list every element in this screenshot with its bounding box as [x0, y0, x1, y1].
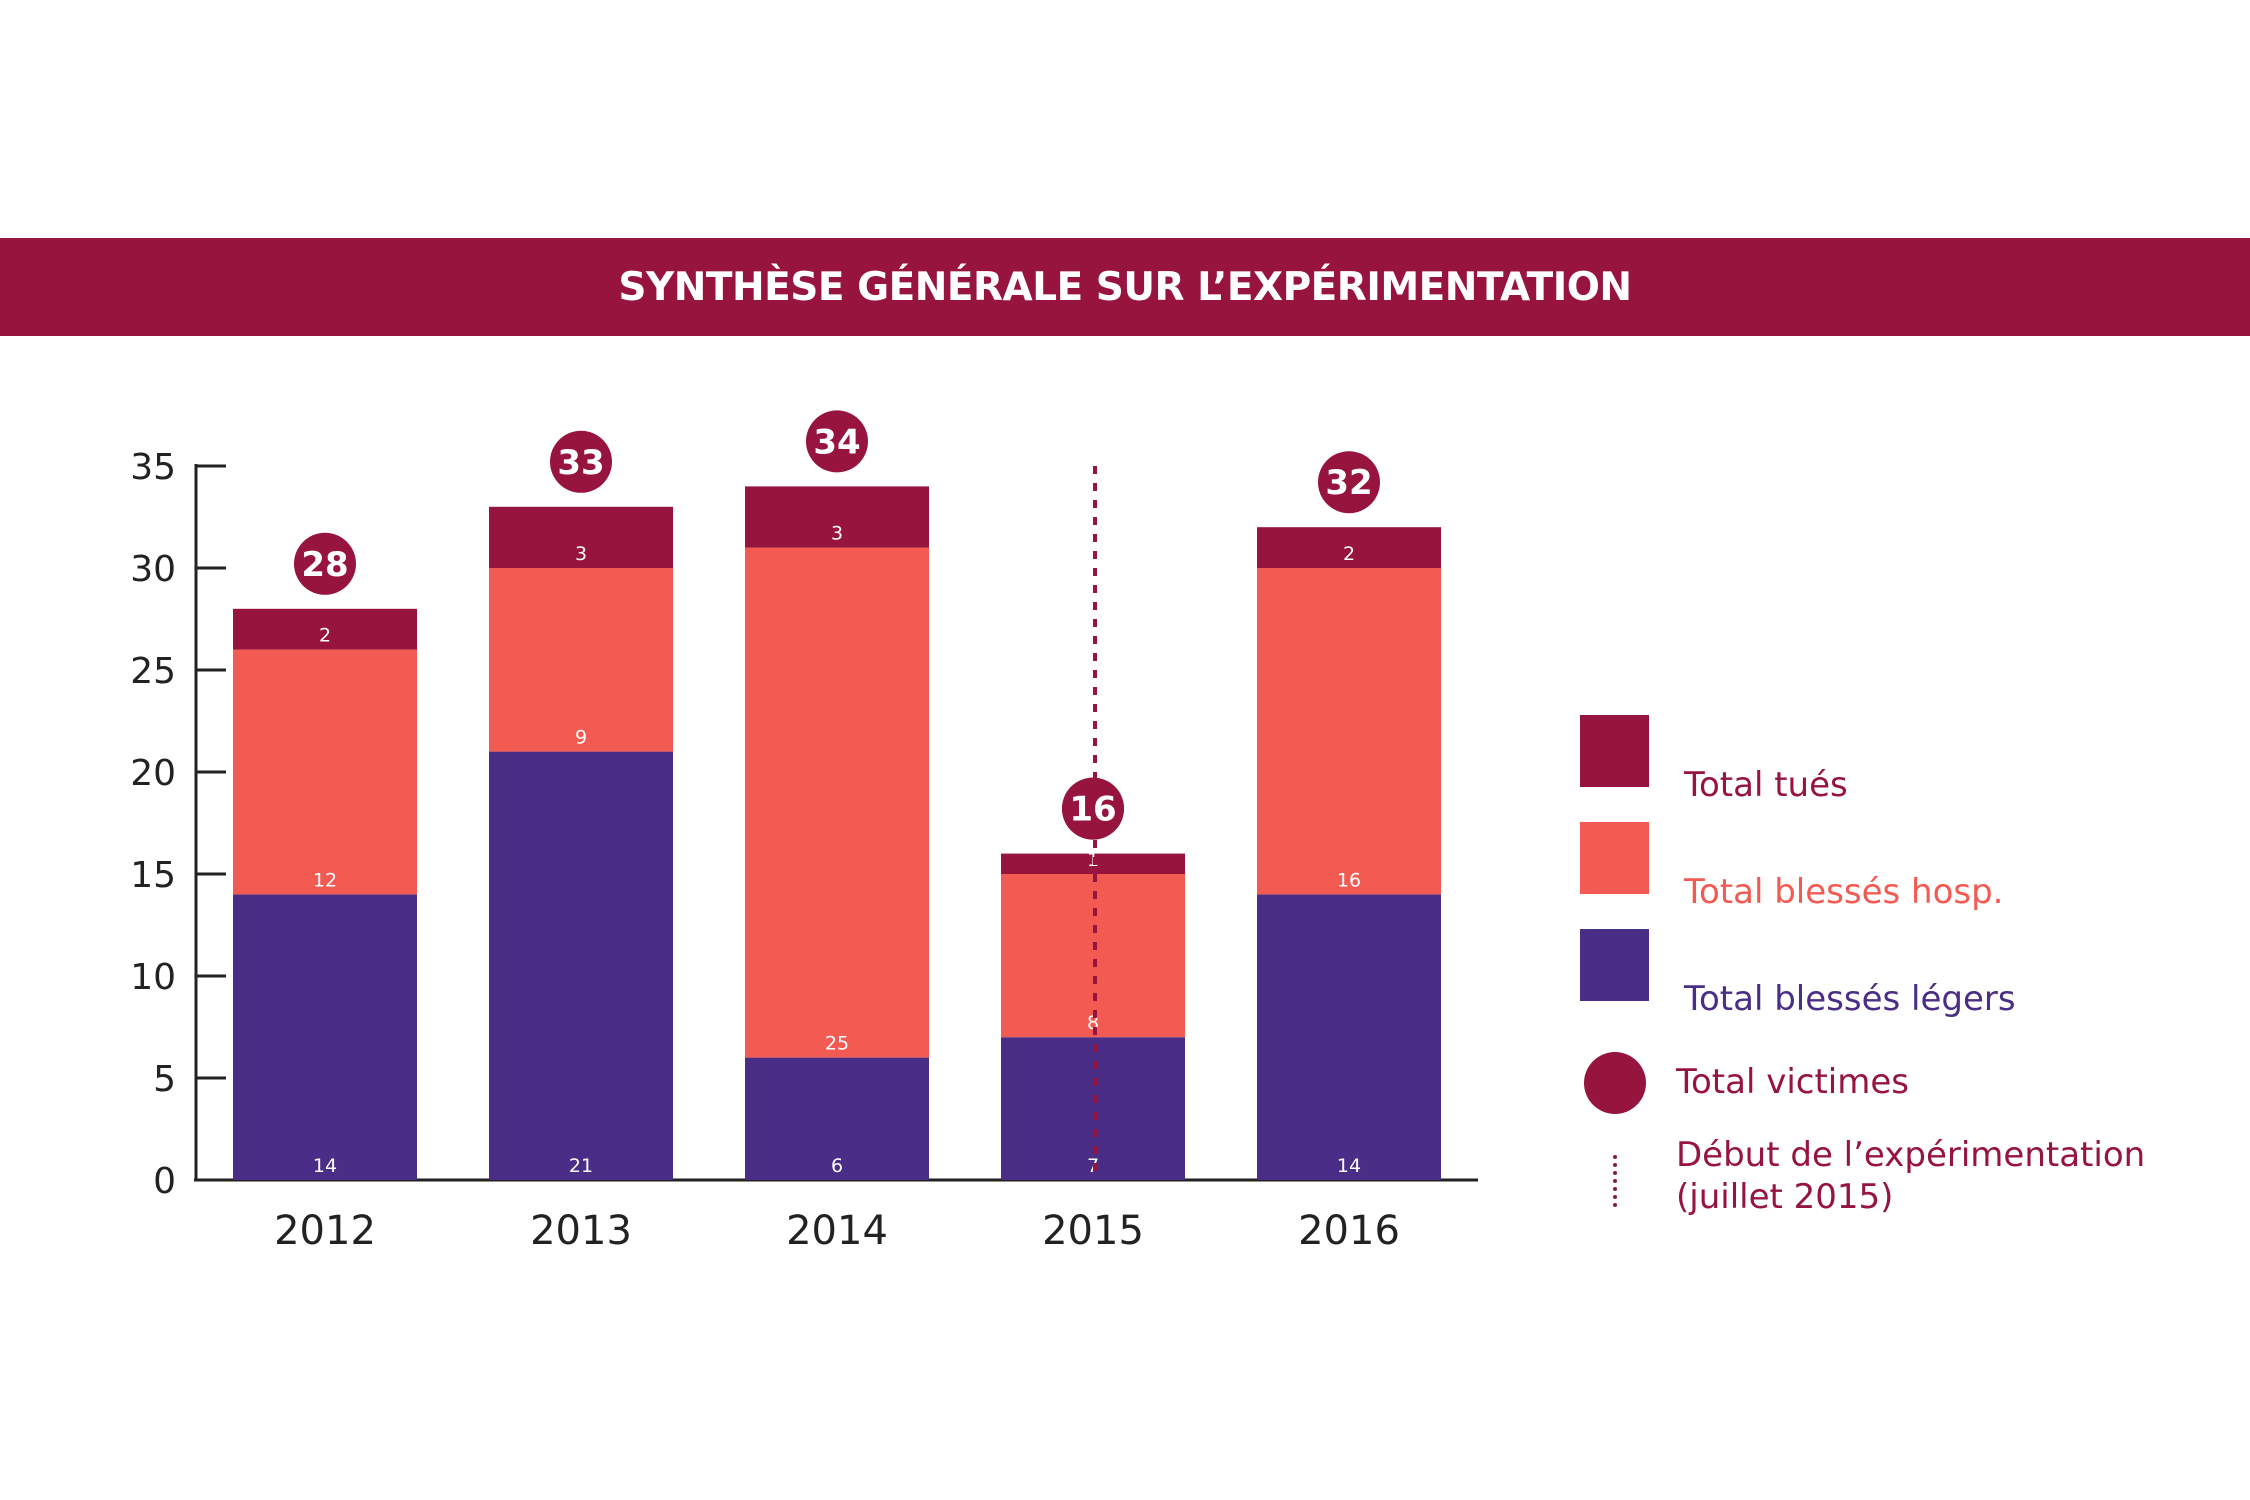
data-label: 25 — [825, 1033, 849, 1055]
legend: Total tués Total blessés hosp. Total ble… — [1580, 700, 2220, 1240]
legend-swatch-hosp — [1580, 822, 1649, 894]
data-label: 9 — [575, 727, 587, 749]
total-victimes-label: 28 — [301, 545, 348, 585]
y-tick-label: 25 — [130, 651, 176, 692]
total-victimes-circle — [1318, 451, 1380, 514]
legend-dot-victimes — [1584, 1052, 1646, 1114]
total-victimes-circle — [1062, 777, 1124, 840]
total-victimes-circle — [294, 532, 356, 595]
bar-segment — [233, 649, 417, 895]
total-victimes-label: 16 — [1069, 790, 1116, 830]
legend-swatch-legers — [1580, 929, 1649, 1001]
y-tick-label: 30 — [130, 549, 176, 590]
bar-segment — [233, 608, 417, 650]
total-victimes-label: 34 — [813, 422, 860, 462]
data-label: 3 — [575, 543, 587, 565]
legend-dashed-line-icon — [1613, 1155, 1617, 1207]
bar-segment — [1257, 894, 1441, 1180]
data-label: 16 — [1337, 869, 1361, 891]
x-tick-label: 2014 — [786, 1208, 888, 1254]
total-victimes-label: 32 — [1325, 463, 1372, 503]
bar-segment — [745, 547, 929, 1058]
total-victimes-label: 33 — [557, 443, 604, 483]
y-tick-label: 0 — [153, 1161, 176, 1202]
data-label: 12 — [313, 869, 337, 891]
data-label: 14 — [313, 1155, 337, 1177]
bar-segment — [233, 894, 417, 1180]
total-victimes-circle — [550, 430, 612, 493]
bar-segment — [745, 1057, 929, 1180]
bar-segment — [1001, 874, 1185, 1038]
y-tick-label: 5 — [153, 1059, 176, 1100]
bar-segment — [489, 506, 673, 568]
data-label: 3 — [831, 523, 843, 545]
total-victimes-circle — [806, 410, 868, 473]
data-label: 6 — [831, 1155, 843, 1177]
y-tick-label: 10 — [130, 957, 176, 998]
y-tick-label: 20 — [130, 753, 176, 794]
x-tick-label: 2015 — [1042, 1208, 1144, 1254]
legend-label-tues: Total tués — [1684, 765, 1848, 805]
data-label: 2 — [1343, 543, 1355, 565]
bar-segment — [1257, 527, 1441, 568]
legend-swatch-tues — [1580, 715, 1649, 787]
bar-segment — [1257, 568, 1441, 895]
bar-segment — [489, 568, 673, 752]
bar-segment — [489, 751, 673, 1180]
legend-label-victimes: Total victimes — [1676, 1062, 1910, 1102]
legend-label-experimentation-date: (juillet 2015) — [1676, 1177, 1894, 1217]
data-label: 2 — [319, 625, 331, 647]
chart-title: SYNTHÈSE GÉNÉRALE SUR L’EXPÉRIMENTATION — [618, 264, 1632, 310]
data-label: 21 — [569, 1155, 593, 1177]
bar-segment — [745, 486, 929, 548]
data-label: 14 — [1337, 1155, 1361, 1177]
x-tick-label: 2013 — [530, 1208, 632, 1254]
y-tick-label: 35 — [130, 447, 176, 488]
y-tick-label: 15 — [130, 855, 176, 896]
x-tick-label: 2012 — [274, 1208, 376, 1254]
legend-label-experimentation: Début de l’expérimentation — [1676, 1135, 2146, 1175]
title-banner: SYNTHÈSE GÉNÉRALE SUR L’EXPÉRIMENTATION — [0, 238, 2250, 336]
x-tick-label: 2016 — [1298, 1208, 1400, 1254]
legend-label-legers: Total blessés légers — [1684, 979, 2016, 1019]
legend-label-hosp: Total blessés hosp. — [1684, 872, 2004, 912]
